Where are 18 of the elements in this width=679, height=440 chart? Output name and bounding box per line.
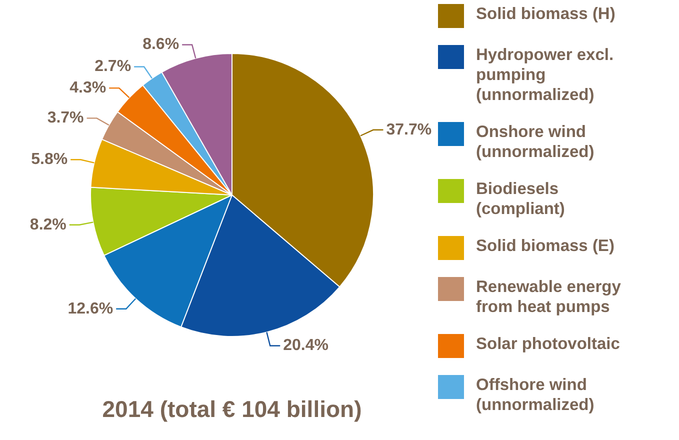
legend-label: Hydropower excl. pumping (unnormalized) xyxy=(476,45,615,105)
data-label: 37.7% xyxy=(386,121,432,138)
legend-label: Solid biomass (H) xyxy=(476,4,616,24)
data-label: 8.6% xyxy=(142,36,180,54)
legend-label: Onshore wind (unnormalized) xyxy=(476,122,596,162)
legend-label: Biodiesels (compliant) xyxy=(476,179,566,219)
legend-label: Renewable energy from heat pumps xyxy=(476,277,622,317)
data-label: 4.3% xyxy=(70,79,106,96)
legend-label: Solid biomass (E) xyxy=(476,236,616,256)
data-label: 8.2% xyxy=(30,216,66,234)
data-label: 12.6% xyxy=(68,300,114,318)
data-label: 20.4% xyxy=(283,337,328,354)
data-label: 2.7% xyxy=(94,58,132,76)
text: 2014 (total € 104 billion) xyxy=(101,396,363,423)
legend-label: Solar photovoltaic xyxy=(476,334,621,354)
legend-label: Offshore wind (unnormalized) xyxy=(476,375,596,415)
data-label: 3.7% xyxy=(47,110,84,127)
data-label: 5.8% xyxy=(31,151,68,168)
